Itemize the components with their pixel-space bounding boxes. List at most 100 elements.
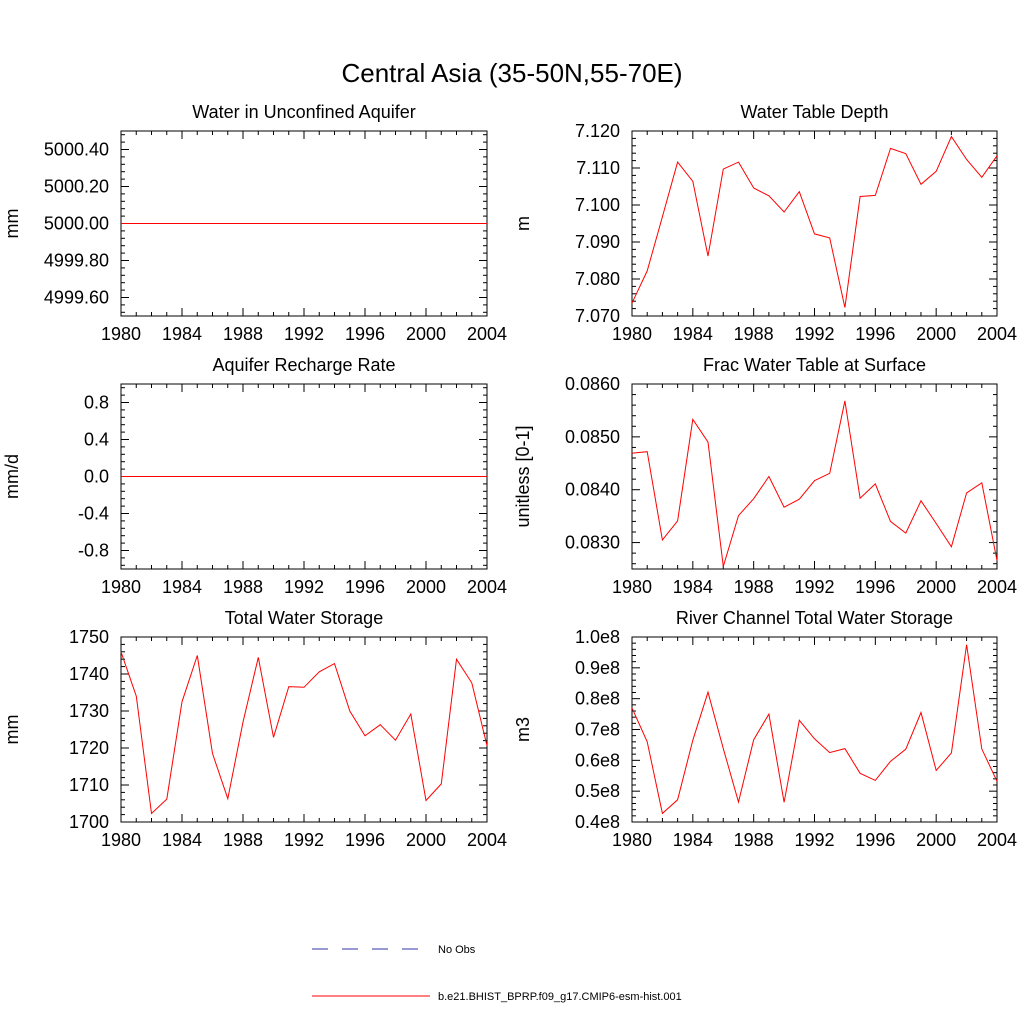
x-tick-label: 1996	[345, 577, 385, 597]
y-tick-label: 0.0860	[565, 374, 620, 394]
x-tick-label: 1996	[855, 830, 895, 850]
x-tick-label: 1984	[162, 577, 202, 597]
x-tick-label: 1992	[794, 577, 834, 597]
x-tick-label: 1988	[223, 324, 263, 344]
x-tick-label: 1988	[734, 324, 774, 344]
y-tick-label: 1710	[69, 775, 109, 795]
series-line	[631, 400, 998, 567]
y-tick-label: 1.0e8	[575, 627, 620, 647]
y-tick-label: 5000.40	[44, 140, 109, 160]
panel-1: Water in Unconfined Aquifer mm 1980 1984 198…	[2, 102, 507, 344]
x-tick-label: 1980	[612, 324, 652, 344]
y-axis-label: m3	[513, 717, 533, 742]
y-tick-label: 4999.60	[44, 288, 109, 308]
y-axis-label: unitless [0-1]	[513, 425, 533, 527]
x-tick-label: 1992	[284, 830, 324, 850]
y-tick-label: 0.0840	[565, 480, 620, 500]
x-tick-label: 2004	[467, 830, 507, 850]
y-tick-label: 0.6e8	[575, 750, 620, 770]
plot-frame	[631, 383, 998, 570]
series-line	[120, 651, 488, 815]
legend: No Obs b.e21.BHIST_BPRP.f09_g17.CMIP6-es…	[312, 944, 682, 1003]
x-tick-label: 1984	[673, 830, 713, 850]
x-tick-label: 1988	[734, 577, 774, 597]
x-tick-label: 2000	[916, 577, 956, 597]
y-tick-label: 7.090	[575, 232, 620, 252]
y-axis-label: mm	[2, 715, 22, 745]
y-tick-label: 5000.00	[44, 214, 109, 234]
y-axis-label: mm/d	[2, 454, 22, 499]
x-tick-label: 1984	[162, 830, 202, 850]
x-tick-label: 1996	[345, 324, 385, 344]
plot-frame	[631, 636, 998, 823]
y-tick-label: 1750	[69, 627, 109, 647]
y-tick-label: 0.9e8	[575, 658, 620, 678]
panel-title: Total Water Storage	[225, 608, 383, 628]
x-tick-label: 1984	[162, 324, 202, 344]
y-tick-label: 7.120	[575, 121, 620, 141]
y-tick-label: 0.8e8	[575, 689, 620, 709]
panel-title: Frac Water Table at Surface	[703, 355, 926, 375]
plot-frame	[631, 130, 998, 317]
y-tick-label: 1730	[69, 701, 109, 721]
x-tick-label: 2004	[467, 324, 507, 344]
x-tick-label: 1984	[673, 577, 713, 597]
y-tick-label: 7.100	[575, 195, 620, 215]
x-tick-label: 2004	[977, 324, 1017, 344]
y-tick-label: 0.7e8	[575, 720, 620, 740]
series-line	[631, 135, 998, 308]
x-tick-label: 2000	[406, 324, 446, 344]
y-tick-label: 1720	[69, 738, 109, 758]
y-tick-label: 0.0830	[565, 533, 620, 553]
figure-title: Central Asia (35-50N,55-70E)	[341, 58, 682, 88]
panels-group: Water in Unconfined Aquifer mm 1980 1984 198…	[2, 102, 1017, 850]
x-tick-label: 1980	[101, 324, 141, 344]
panel-4: Frac Water Table at Surface unitless [0-1…	[513, 355, 1017, 597]
x-tick-label: 1992	[794, 324, 834, 344]
x-tick-label: 1992	[794, 830, 834, 850]
y-tick-label: 1700	[69, 812, 109, 832]
panel-2: Water Table Depth m 1980 1984 1988 1992 1996 20…	[513, 102, 1017, 344]
y-tick-label: 5000.20	[44, 177, 109, 197]
x-tick-label: 1980	[612, 830, 652, 850]
x-tick-label: 2000	[916, 324, 956, 344]
x-tick-label: 1988	[223, 577, 263, 597]
x-tick-label: 1980	[612, 577, 652, 597]
y-tick-label: 0.0	[84, 467, 109, 487]
panel-title: Water in Unconfined Aquifer	[192, 102, 415, 122]
x-tick-label: 1996	[855, 577, 895, 597]
x-tick-label: 1988	[734, 830, 774, 850]
y-tick-label: -0.8	[78, 541, 109, 561]
panel-6: River Channel Total Water Storage m3 1980 1…	[513, 608, 1017, 850]
y-tick-label: 4999.80	[44, 251, 109, 271]
x-tick-label: 1996	[345, 830, 385, 850]
x-tick-label: 1996	[855, 324, 895, 344]
panel-title: Aquifer Recharge Rate	[212, 355, 395, 375]
y-tick-label: 0.5e8	[575, 781, 620, 801]
series-line	[631, 644, 998, 815]
x-tick-label: 2000	[916, 830, 956, 850]
y-tick-label: 1740	[69, 664, 109, 684]
y-tick-label: 7.110	[576, 158, 620, 178]
legend-obs-label: No Obs	[438, 944, 476, 956]
x-tick-label: 1988	[223, 830, 263, 850]
y-tick-label: -0.4	[78, 504, 109, 524]
y-axis-label: mm	[2, 209, 22, 239]
y-tick-label: 0.4e8	[575, 812, 620, 832]
y-tick-label: 7.070	[575, 306, 620, 326]
x-tick-label: 1980	[101, 830, 141, 850]
panel-3: Aquifer Recharge Rate mm/d 1980 1984 1988 199…	[2, 355, 507, 597]
x-tick-label: 2004	[977, 577, 1017, 597]
x-tick-label: 2004	[467, 577, 507, 597]
x-tick-label: 2000	[406, 830, 446, 850]
x-tick-label: 2004	[977, 830, 1017, 850]
x-tick-label: 1992	[284, 324, 324, 344]
y-tick-label: 7.080	[575, 269, 620, 289]
panel-title: Water Table Depth	[740, 102, 888, 122]
legend-model-label: b.e21.BHIST_BPRP.f09_g17.CMIP6-esm-hist.…	[438, 991, 682, 1003]
panel-5: Total Water Storage mm 1980 1984 1988 1992 199…	[2, 608, 507, 850]
y-axis-label: m	[513, 216, 533, 231]
x-tick-label: 1980	[101, 577, 141, 597]
